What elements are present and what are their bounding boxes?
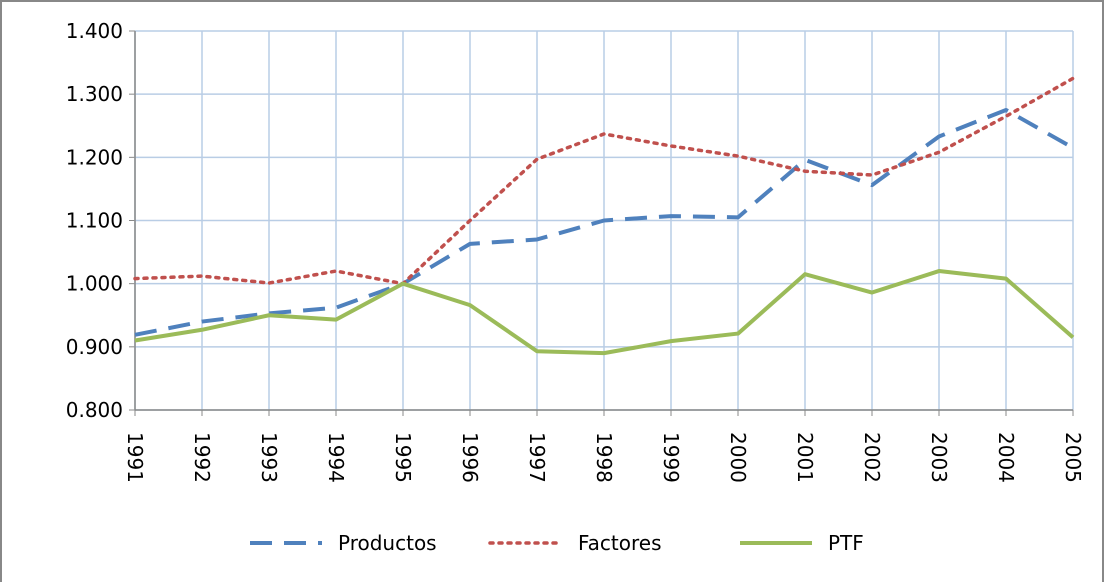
y-tick-label: 0.900	[66, 335, 123, 359]
x-tick-label: 1991	[123, 432, 147, 483]
x-tick-label: 1992	[190, 432, 214, 483]
y-tick-label: 1.000	[66, 272, 123, 296]
x-tick-label: 1995	[391, 432, 415, 483]
x-tick-label: 2001	[793, 432, 817, 483]
y-tick-label: 1.100	[66, 209, 123, 233]
legend-label: Productos	[338, 531, 437, 555]
x-tick-label: 2005	[1061, 432, 1085, 483]
x-tick-label: 2000	[726, 432, 750, 483]
x-tick-label: 1993	[257, 432, 281, 483]
legend-label: Factores	[578, 531, 662, 555]
legend-label: PTF	[828, 531, 864, 555]
x-tick-label: 2002	[860, 432, 884, 483]
series-line	[134, 107, 1074, 337]
x-tick-label: 2004	[994, 432, 1018, 483]
series-line	[134, 269, 1075, 356]
x-tick-label: 2003	[927, 432, 951, 483]
y-tick-label: 0.800	[66, 398, 123, 422]
series-line	[133, 76, 1075, 286]
y-tick-label: 1.300	[66, 82, 123, 106]
x-tick-label: 1999	[659, 432, 683, 483]
y-tick-label: 1.400	[66, 19, 123, 43]
y-tick-label: 1.200	[66, 145, 123, 169]
x-tick-label: 1997	[525, 432, 549, 483]
x-tick-label: 1996	[458, 432, 482, 483]
x-tick-label: 1994	[324, 432, 348, 483]
x-tick-label: 1998	[592, 432, 616, 483]
